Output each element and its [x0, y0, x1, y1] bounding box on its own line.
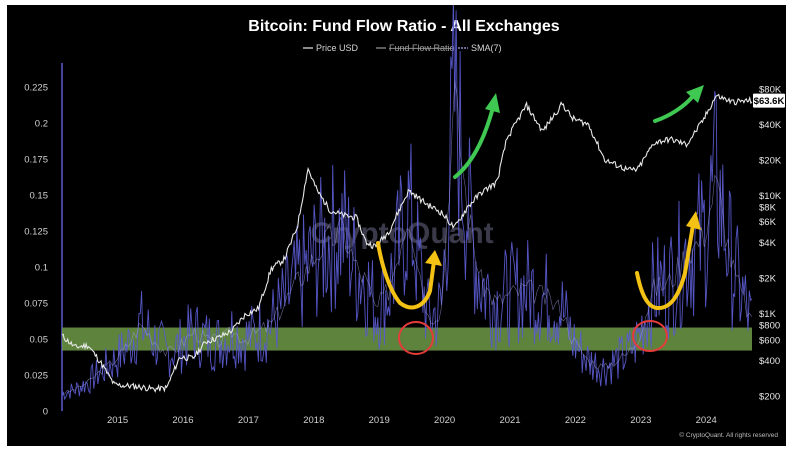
- price-series-line: [61, 93, 753, 393]
- x-tick-label: 2023: [630, 415, 651, 426]
- last-price-label: $63.6K: [754, 96, 785, 107]
- x-tick-label: 2018: [303, 415, 324, 426]
- left-tick-label: 0.025: [24, 371, 48, 382]
- yellow-arrow-2: [635, 223, 695, 310]
- x-axis-ticks: 2015 2016 2017 2018 2019 2020 2021 2022 2023 2024: [107, 415, 717, 426]
- green-arrowhead-1: [485, 93, 500, 113]
- right-tick-label: $80K: [759, 84, 782, 95]
- red-circle-1: [398, 321, 434, 355]
- right-tick-label: $4K: [759, 238, 777, 249]
- left-tick-label: 0.05: [30, 335, 49, 346]
- left-axis-ticks: 0 0.025 0.05 0.075 0.1 0.125 0.15 0.175 0.2 0.225: [24, 83, 48, 418]
- x-tick-label: 2022: [565, 415, 586, 426]
- left-tick-label: 0.2: [35, 119, 48, 130]
- right-tick-label: $600: [759, 335, 780, 346]
- right-tick-label: $1K: [759, 309, 777, 320]
- green-arrowhead-2: [686, 85, 704, 103]
- chart-title: Bitcoin: Fund Flow Ratio - All Exchanges: [248, 18, 560, 35]
- right-tick-label: $200: [759, 392, 780, 403]
- x-tick-label: 2016: [172, 415, 193, 426]
- x-tick-label: 2021: [499, 415, 520, 426]
- right-tick-label: $400: [759, 356, 780, 367]
- right-tick-label: $20K: [759, 155, 782, 166]
- right-tick-label: $2K: [759, 274, 777, 285]
- plot-area: CryptoQuant $63.6K: [61, 5, 785, 411]
- legend-sma-label[interactable]: SMA(7): [471, 43, 502, 53]
- right-tick-label: $6K: [759, 217, 777, 228]
- right-axis-ticks: $200 $400 $600 $800$1K $2K $4K $6K $8K$10K $20K $…: [759, 84, 782, 402]
- left-tick-label: 0.175: [24, 155, 48, 166]
- last-price-badge: [753, 93, 785, 108]
- right-tick-label: $800: [759, 321, 780, 332]
- right-tick-label: $40K: [759, 120, 782, 131]
- yellow-arrow-1: [376, 241, 436, 310]
- chart-canvas: Bitcoin: Fund Flow Ratio - All Exchanges…: [24, 5, 785, 439]
- green-arrow-2: [653, 94, 695, 123]
- x-tick-label: 2019: [369, 415, 390, 426]
- legend-ffr-label[interactable]: Fund Flow Ratio: [389, 43, 455, 53]
- left-tick-label: 0.225: [24, 83, 48, 94]
- left-tick-label: 0.15: [30, 191, 49, 202]
- x-tick-label: 2020: [434, 415, 455, 426]
- chart-frame: Bitcoin: Fund Flow Ratio - All Exchanges…: [7, 5, 786, 446]
- left-tick-label: 0.125: [24, 227, 48, 238]
- yellow-arrowhead-1: [425, 250, 442, 266]
- left-tick-label: 0.1: [35, 263, 48, 274]
- legend: Price USD Fund Flow Ratio SMA(7): [303, 43, 502, 53]
- copyright-footer: © CryptoQuant. All rights reserved: [679, 431, 778, 439]
- x-tick-label: 2017: [238, 415, 259, 426]
- left-tick-label: 0.075: [24, 299, 48, 310]
- right-tick-label: $10K: [759, 191, 782, 202]
- x-tick-label: 2015: [107, 415, 128, 426]
- yellow-arrowhead-2: [686, 211, 701, 230]
- legend-price-label[interactable]: Price USD: [316, 43, 359, 53]
- green-arrow-1: [453, 109, 494, 179]
- red-circle-2: [632, 320, 668, 352]
- x-tick-label: 2024: [696, 415, 717, 426]
- left-tick-label: 0: [43, 407, 48, 418]
- annotations: [376, 85, 704, 355]
- right-tick-label: $8K: [759, 202, 777, 213]
